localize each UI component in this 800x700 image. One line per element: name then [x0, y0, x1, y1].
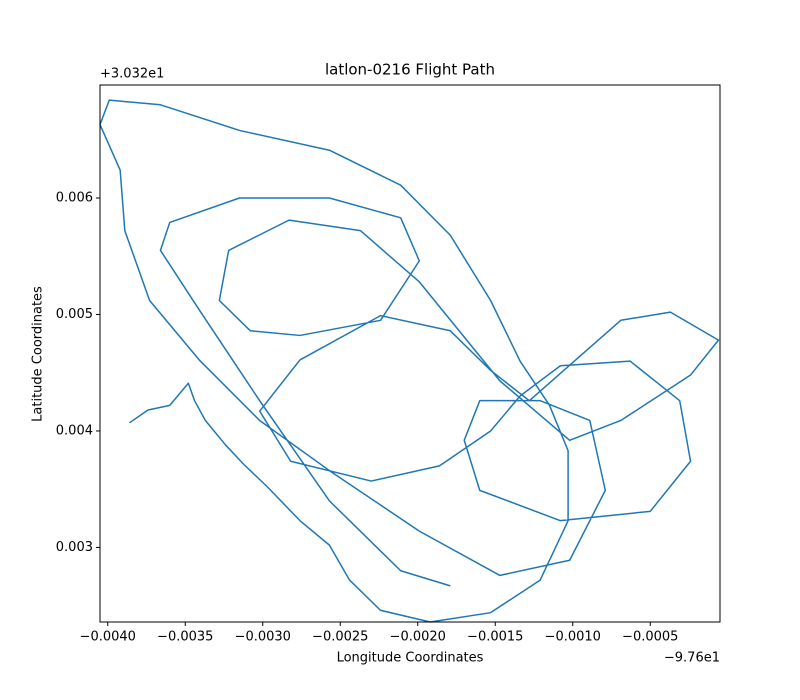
y-tick-label: 0.004: [56, 423, 93, 438]
y-axis-label: Latitude Coordinates: [31, 286, 46, 422]
y-tick-label: 0.003: [56, 540, 93, 555]
x-tick-label: −0.0005: [622, 630, 678, 645]
x-tick-label: −0.0030: [235, 630, 291, 645]
y-offset-label: +3.032e1: [100, 67, 164, 82]
chart-title: latlon-0216 Flight Path: [325, 61, 495, 79]
x-offset-label: −9.76e1: [664, 651, 720, 666]
x-tick-label: −0.0020: [390, 630, 446, 645]
y-tick-label: 0.006: [56, 190, 93, 205]
y-tick-label: 0.005: [56, 307, 93, 322]
x-tick-label: −0.0010: [545, 630, 601, 645]
x-tick-label: −0.0025: [312, 630, 368, 645]
x-axis-label: Longitude Coordinates: [337, 651, 484, 666]
x-tick-label: −0.0035: [157, 630, 213, 645]
flight-path: [99, 99, 720, 623]
axes-frame: [99, 84, 721, 623]
x-tick-label: −0.0040: [80, 630, 136, 645]
x-tick-label: −0.0015: [467, 630, 523, 645]
